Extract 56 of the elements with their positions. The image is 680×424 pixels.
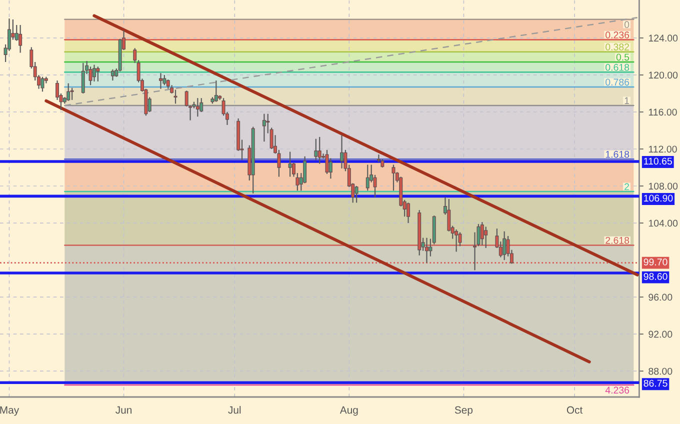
- candlestick: [200, 98, 204, 113]
- series-label: 1: [624, 97, 630, 104]
- series-label: 0.236: [606, 32, 630, 38]
- candlestick: [70, 87, 74, 100]
- candlestick: [502, 230, 506, 261]
- ref-line-label: 99.70: [644, 258, 668, 266]
- ref-line-label: 86.75: [644, 380, 668, 387]
- ref-line-label: 106.90: [644, 194, 673, 202]
- series-label: 4.236: [605, 386, 630, 394]
- candlestick: [18, 24, 22, 54]
- candlestick: [66, 82, 70, 102]
- candlestick: [214, 80, 218, 102]
- x-tick-label: Jul: [228, 406, 241, 414]
- candlestick: [328, 158, 332, 180]
- candlestick: [262, 113, 266, 142]
- candlestick: [406, 202, 410, 224]
- candlestick: [96, 66, 100, 82]
- y-tick-label: 96.00: [648, 294, 672, 301]
- series-label: 2.618: [606, 236, 630, 244]
- candlestick: [162, 74, 166, 86]
- y-tick-label: 104.00: [648, 220, 678, 227]
- x-tick-label: Aug: [340, 406, 358, 416]
- candlestick: [277, 149, 281, 178]
- candlestick: [196, 98, 200, 118]
- ref-line-label: 110.65: [644, 158, 672, 165]
- x-tick-label: Sep: [454, 406, 473, 416]
- y-tick-label: 112.00: [648, 146, 677, 153]
- series-label: 0.618: [606, 64, 630, 71]
- candlestick: [340, 134, 344, 169]
- candlestick: [81, 62, 85, 94]
- y-tick-label: 108.00: [648, 182, 678, 190]
- series-label: 0: [624, 21, 630, 28]
- candlestick: [110, 68, 114, 82]
- y-tick-label: 120.00: [648, 72, 678, 79]
- candlestick: [166, 79, 170, 90]
- y-tick-label: 116.00: [648, 108, 677, 116]
- series-label: 1.618: [606, 150, 630, 158]
- series-label: 0.382: [606, 44, 630, 50]
- candlestick: [392, 164, 396, 192]
- x-tick-label: May: [0, 406, 20, 416]
- series-label: 0.786: [606, 78, 630, 86]
- candlestick: [288, 151, 292, 178]
- series-label: 0.5: [616, 54, 630, 61]
- y-tick-label: 88.00: [648, 368, 672, 375]
- candlestick: [354, 185, 358, 204]
- candlestick: [158, 72, 162, 90]
- x-tick-label: Jun: [116, 406, 132, 414]
- y-tick-label: 92.00: [648, 330, 672, 338]
- series-label: 2: [624, 183, 630, 190]
- x-tick-label: Oct: [566, 406, 583, 414]
- candlestick: [366, 164, 370, 192]
- y-tick-label: 124.00: [648, 34, 678, 42]
- candlestick: [318, 136, 322, 164]
- candlestick: [92, 64, 96, 82]
- ref-line-label: 98.60: [644, 273, 668, 280]
- candlestick: [314, 138, 318, 161]
